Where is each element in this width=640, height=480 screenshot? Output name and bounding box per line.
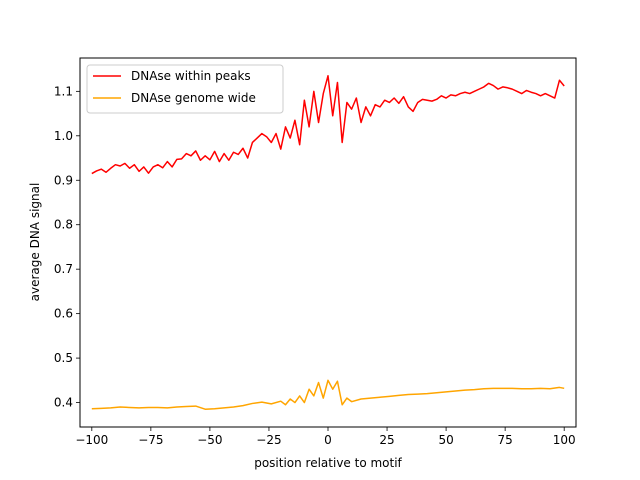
plot-area	[80, 58, 576, 427]
x-tick-label: −75	[138, 433, 163, 447]
series-line-0	[91, 75, 565, 175]
series-line-1	[91, 379, 565, 410]
x-tick-label: 25	[379, 433, 394, 447]
x-tick-label: 0	[324, 433, 332, 447]
x-tick-label: 50	[438, 433, 453, 447]
series-layer	[91, 75, 565, 410]
x-axis-label: position relative to motif	[254, 456, 402, 470]
x-axis-ticks: −100 −75 −50 −25 0 25 50 75 100	[75, 427, 576, 447]
legend-label-genome-wide: DNAse genome wide	[131, 91, 256, 105]
y-tick-label: 0.7	[54, 262, 73, 276]
y-tick-label: 0.6	[54, 307, 73, 321]
legend: DNAse within peaks DNAse genome wide	[86, 64, 284, 114]
x-tick-label: 100	[553, 433, 576, 447]
legend-label-within-peaks: DNAse within peaks	[131, 69, 251, 83]
y-tick-label: 0.8	[54, 218, 73, 232]
y-tick-label: 1.1	[54, 84, 73, 98]
x-tick-label: −25	[256, 433, 281, 447]
y-tick-label: 1.0	[54, 129, 73, 143]
x-tick-label: 75	[498, 433, 513, 447]
legend-box	[86, 64, 284, 114]
x-tick-label: −50	[197, 433, 222, 447]
y-axis-ticks: 0.4 0.5 0.6 0.7 0.8 0.9 1.0 1.1	[54, 84, 80, 410]
x-tick-label: −100	[75, 433, 108, 447]
y-tick-label: 0.5	[54, 351, 73, 365]
y-axis-label: average DNA signal	[28, 183, 42, 302]
y-tick-label: 0.9	[54, 173, 73, 187]
y-tick-label: 0.4	[54, 396, 73, 410]
